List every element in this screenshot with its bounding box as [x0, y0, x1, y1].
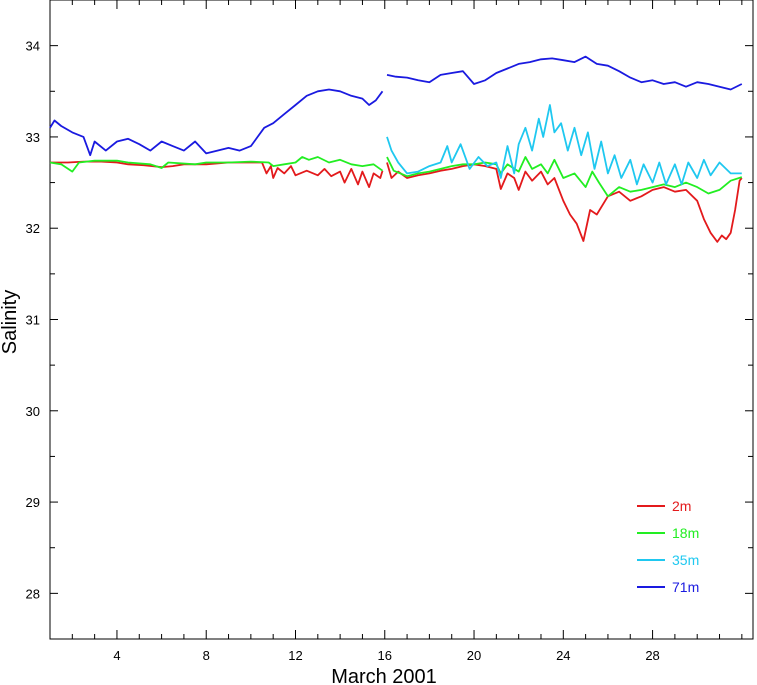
series-line-18m: [386, 156, 743, 198]
y-tick-label: 31: [26, 313, 40, 328]
x-tick-label: 28: [645, 648, 659, 663]
y-tick-label: 29: [26, 495, 40, 510]
series-line-2m: [386, 162, 743, 243]
x-tick-label: 24: [556, 648, 570, 663]
series-line-71m: [386, 55, 743, 91]
legend-entry: 35m: [672, 552, 699, 568]
y-tick-label: 30: [26, 404, 40, 419]
x-tick-label: 20: [467, 648, 481, 663]
x-tick-label: 4: [113, 648, 120, 663]
y-axis-ticks: 28 29 30 31 32 33 34: [26, 0, 753, 640]
y-axis-label: Salinity: [0, 290, 21, 354]
y-tick-label: 28: [26, 586, 40, 601]
series-line-35m: [386, 104, 742, 186]
series-line-18m: [49, 156, 384, 173]
legend-entry: 18m: [672, 525, 699, 541]
y-tick-label: 32: [26, 221, 40, 236]
series-line-2m: [50, 160, 384, 189]
x-tick-label: 16: [378, 648, 392, 663]
series-line-71m: [49, 88, 384, 157]
plot-frame: [49, 0, 754, 640]
legend-entry: 71m: [672, 579, 699, 595]
legend: 2m 18m 35m 71m: [637, 498, 699, 595]
y-tick-label: 33: [26, 130, 40, 145]
x-axis-ticks: 4 8 12 16 20 24 28: [49, 0, 743, 663]
x-tick-label: 8: [203, 648, 210, 663]
x-tick-label: 12: [288, 648, 302, 663]
y-tick-label: 34: [26, 39, 40, 54]
series-lines: [49, 55, 743, 243]
legend-entry: 2m: [672, 498, 691, 514]
x-axis-label: March 2001: [331, 666, 437, 685]
